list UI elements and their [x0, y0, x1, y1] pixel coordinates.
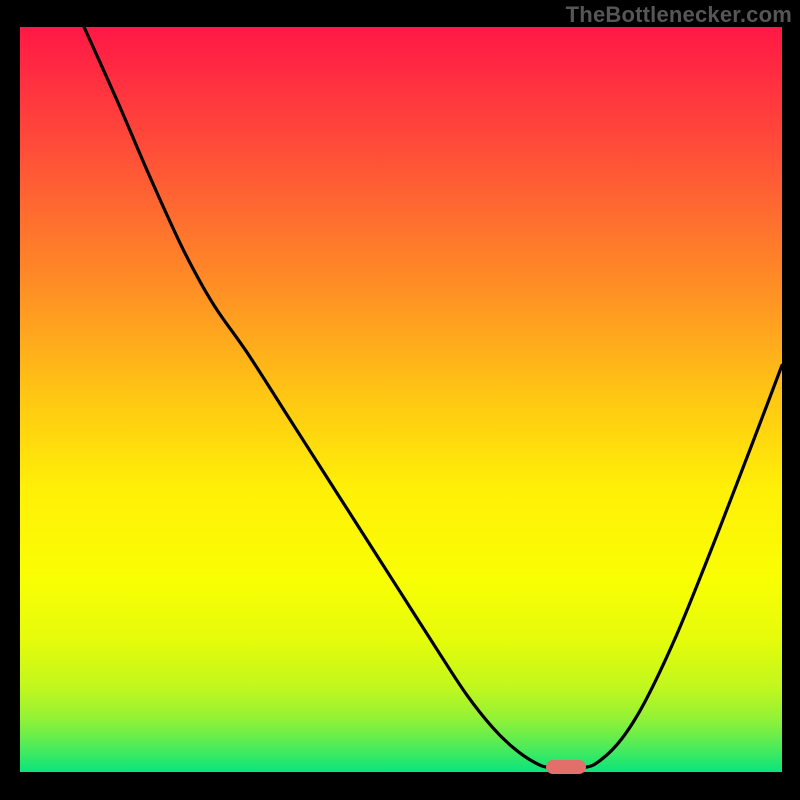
plot-svg — [20, 27, 782, 772]
figure-root: TheBottlenecker.com — [0, 0, 800, 800]
watermark-text: TheBottlenecker.com — [566, 2, 792, 28]
plot-area — [20, 27, 782, 772]
optimum-marker — [546, 760, 586, 774]
